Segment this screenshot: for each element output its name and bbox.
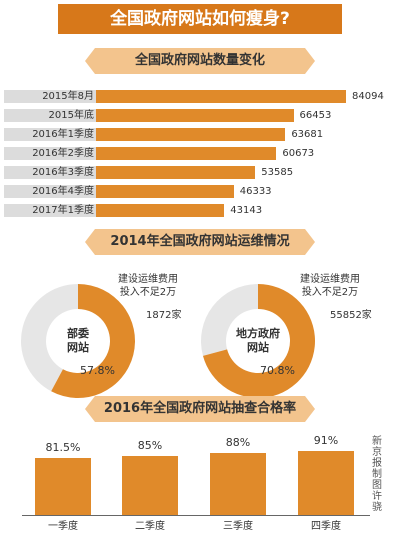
donut-percent-label: 57.8% [80,364,115,377]
donut-chart [21,284,135,398]
count-bar-track [4,90,96,103]
pass-rate-value-label: 88% [225,436,251,450]
pass-rate-category-label: 一季度 [48,521,78,532]
count-bar [96,166,256,179]
donut-center-label: 部委 网站 [67,327,89,354]
section-ribbon-ops [85,229,315,255]
pass-rate-value-label: 91% [313,434,339,448]
count-bar [96,109,294,122]
page-title: 全国政府网站如何瘦身? [110,9,290,29]
section-ribbon-pass [85,396,315,422]
count-bar [96,185,234,198]
count-category-label: 2015年8月 [42,91,94,102]
pass-rate-category-label: 四季度 [311,521,341,532]
count-value-label: 66453 [299,110,332,121]
count-bar-track [4,185,96,198]
count-bar [96,147,277,160]
count-category-label: 2017年1季度 [32,205,94,216]
pass-rate-category-label: 二季度 [135,521,165,532]
count-bar-track [4,147,96,160]
donut-percent-slice [51,284,135,398]
count-category-label: 2015年底 [48,110,94,121]
donut-count-label: 55852家 [330,310,372,321]
count-category-label: 2016年1季度 [32,129,94,140]
count-category-label: 2016年3季度 [32,167,94,178]
count-bar-track [4,166,96,179]
pass-chart-baseline [22,515,370,516]
donut-chart [201,284,315,398]
count-category-label: 2016年2季度 [32,148,94,159]
donut-rest-slice [201,284,258,356]
count-value-label: 46333 [239,186,272,197]
count-value-label: 43143 [230,205,263,216]
count-bar [96,128,286,141]
count-value-label: 60673 [282,148,315,159]
section-title-pass: 2016年全国政府网站抽查合格率 [103,401,297,416]
section-title-count: 全国政府网站数量变化 [134,53,265,68]
count-bar [96,90,346,103]
credit-line: 新京报制图 许骁 [372,436,382,513]
count-bar-track [4,204,96,217]
section-ribbon-count [85,48,315,74]
pass-rate-bar [210,453,266,515]
donut-center-label: 地方政府 网站 [236,327,280,354]
title-banner [58,4,342,34]
count-value-label: 63681 [291,129,324,140]
pass-rate-bar [35,457,91,515]
donut-percent-slice [202,284,315,398]
donut-percent-label: 70.8% [260,364,295,377]
pass-rate-bar [298,451,354,515]
pass-rate-value-label: 81.5% [45,440,81,454]
donut-rest-slice [21,284,78,392]
pass-rate-category-label: 三季度 [223,521,253,532]
count-value-label: 53585 [261,167,294,178]
donut-note-label: 建设运维费用 投入不足2万 [118,274,178,298]
donut-count-label: 1872家 [146,310,182,321]
count-bar-track [4,109,96,122]
pass-rate-value-label: 85% [137,438,163,452]
donut-note-label: 建设运维费用 投入不足2万 [300,274,360,298]
count-category-label: 2016年4季度 [32,186,94,197]
section-title-ops: 2014年全国政府网站运维情况 [110,234,290,249]
count-value-label: 84094 [352,91,384,102]
count-bar [96,204,225,217]
count-bar-track [4,128,96,141]
pass-rate-bar [122,455,178,515]
